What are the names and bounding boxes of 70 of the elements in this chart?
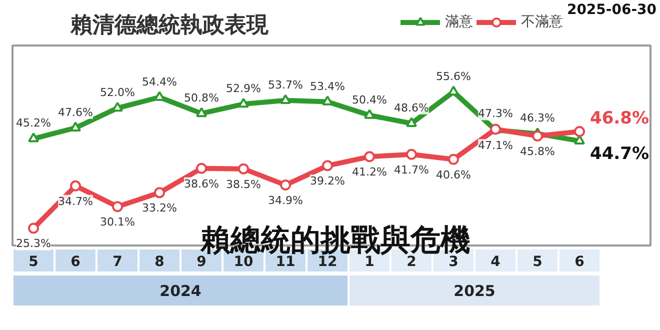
point	[280, 94, 291, 104]
point	[280, 180, 291, 191]
x-tick-label: 5	[28, 254, 38, 270]
data-label: 50.8%	[184, 91, 219, 104]
data-label: 38.5%	[226, 178, 261, 191]
data-label: 38.6%	[184, 177, 219, 190]
x-tick-label: 2	[406, 254, 416, 270]
point	[238, 163, 249, 174]
legend-label: 滿意	[445, 13, 473, 31]
x-tick-label: 4	[490, 254, 501, 270]
data-label: 33.2%	[142, 202, 177, 215]
data-label: 47.3%	[478, 107, 513, 120]
data-label: 46.3%	[520, 112, 555, 125]
x-tick-label: 3	[448, 254, 458, 270]
x-tick-label: 6	[70, 254, 80, 270]
data-label: 41.2%	[352, 166, 387, 179]
data-label: 41.7%	[394, 163, 429, 176]
point	[448, 154, 459, 165]
data-label: 55.6%	[436, 70, 471, 83]
data-label: 48.6%	[394, 101, 429, 114]
data-label: 52.9%	[226, 82, 261, 96]
data-label: 50.4%	[352, 93, 387, 106]
text: 2025	[454, 282, 496, 300]
x-tick-label: 5	[532, 254, 542, 270]
data-label: 46.8%	[590, 108, 649, 128]
point	[322, 160, 333, 172]
data-label: 47.6%	[58, 106, 93, 119]
point	[406, 117, 417, 127]
data-label: 54.4%	[142, 75, 177, 88]
point	[238, 98, 249, 108]
x-tick-label: 9	[196, 254, 206, 270]
data-label: 40.6%	[436, 168, 471, 182]
point	[112, 102, 123, 112]
point	[28, 132, 39, 142]
x-tick-label: 8	[154, 254, 164, 270]
point	[364, 151, 375, 162]
data-label: 47.1%	[478, 139, 513, 152]
x-tick-label: 10	[234, 254, 254, 270]
data-label: 44.7%	[590, 144, 649, 164]
data-label: 30.1%	[100, 216, 135, 229]
point	[532, 130, 543, 142]
data-label: 45.2%	[16, 116, 51, 130]
x-tick-label: 11	[276, 254, 296, 270]
data-label: 52.0%	[100, 86, 135, 100]
data-label: 53.7%	[268, 78, 303, 92]
point	[196, 162, 207, 174]
point	[406, 148, 417, 160]
point	[28, 222, 39, 234]
data-label: 25.3%	[16, 237, 51, 250]
data-label: 53.4%	[310, 80, 345, 93]
data-label: 34.9%	[268, 194, 303, 208]
x-tick-label: 12	[318, 254, 338, 270]
point	[196, 107, 207, 118]
legend-label: 不滿意	[521, 13, 563, 31]
point	[364, 109, 375, 119]
point	[574, 126, 585, 137]
x-tick-label: 1	[364, 254, 374, 270]
x-tick-label: 6	[574, 254, 584, 270]
point	[112, 201, 123, 212]
data-label: 45.8%	[520, 144, 555, 158]
data-label: 34.7%	[58, 194, 93, 208]
point	[154, 187, 165, 198]
point	[448, 86, 459, 96]
point	[70, 180, 81, 192]
data-label: 39.2%	[310, 174, 345, 188]
text: 2025-06-30	[566, 2, 657, 18]
text: 2024	[160, 282, 202, 300]
chart-title: 賴清德總統執政表現	[70, 13, 270, 38]
x-tick-label: 7	[112, 254, 122, 270]
point	[70, 122, 81, 132]
